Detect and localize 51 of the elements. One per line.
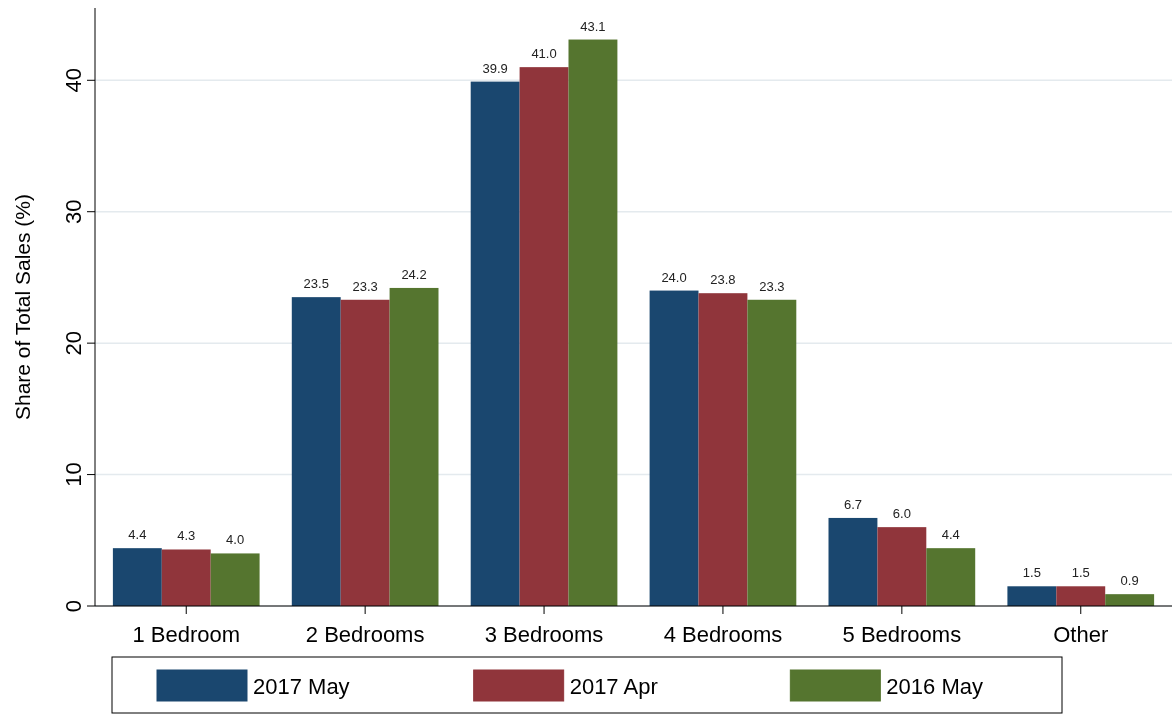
- x-tick-label: 5 Bedrooms: [842, 622, 962, 647]
- data-label: 43.1: [580, 18, 606, 34]
- data-label: 23.3: [352, 278, 378, 294]
- data-label: 39.9: [482, 60, 508, 76]
- bar: [112, 548, 162, 606]
- bar: [470, 81, 520, 606]
- x-tick-label: 1 Bedroom: [132, 622, 241, 647]
- data-label: 24.2: [401, 266, 427, 282]
- data-label: 1.5: [1022, 565, 1041, 581]
- bar: [210, 553, 260, 606]
- data-label: 4.4: [941, 527, 960, 543]
- data-label: 6.7: [843, 496, 862, 512]
- y-axis-title: Share of Total Sales (%): [11, 193, 34, 421]
- legend-label: 2017 Apr: [569, 674, 658, 699]
- x-tick-label: 4 Bedrooms: [663, 622, 783, 647]
- bar: [1105, 594, 1155, 606]
- data-label: 4.3: [177, 528, 196, 544]
- y-tick-label: 10: [61, 462, 86, 487]
- bar: [291, 297, 341, 606]
- data-label: 24.0: [661, 269, 687, 285]
- legend-label: 2016 May: [886, 674, 983, 699]
- y-tick-label: 30: [61, 199, 86, 224]
- bar: [828, 517, 878, 606]
- bar: [1056, 586, 1106, 606]
- bar: [340, 299, 390, 606]
- bar: [568, 39, 618, 606]
- x-tick-label: 3 Bedrooms: [484, 622, 604, 647]
- bar: [649, 290, 699, 606]
- bar: [926, 548, 976, 606]
- data-label: 23.3: [759, 278, 785, 294]
- x-tick-label: Other: [1053, 622, 1109, 647]
- legend-label: 2017 May: [253, 674, 350, 699]
- bar: [747, 299, 797, 606]
- data-label: 6.0: [892, 506, 911, 522]
- y-tick-label: 20: [61, 330, 86, 356]
- data-label: 23.5: [303, 276, 329, 292]
- data-label: 4.0: [226, 532, 245, 548]
- bar: [1007, 586, 1057, 606]
- bar: [698, 293, 748, 606]
- bar: [389, 287, 439, 606]
- data-label: 41.0: [531, 46, 557, 62]
- bar: [877, 527, 927, 606]
- data-label: 4.4: [128, 527, 147, 543]
- bar: [161, 549, 211, 606]
- data-label: 1.5: [1071, 565, 1090, 581]
- bar: [519, 67, 569, 606]
- data-label: 0.9: [1120, 573, 1139, 589]
- y-tick-label: 40: [61, 68, 86, 93]
- y-tick-label: 0: [61, 599, 86, 613]
- data-label: 23.8: [710, 272, 736, 288]
- x-tick-label: 2 Bedrooms: [305, 622, 425, 647]
